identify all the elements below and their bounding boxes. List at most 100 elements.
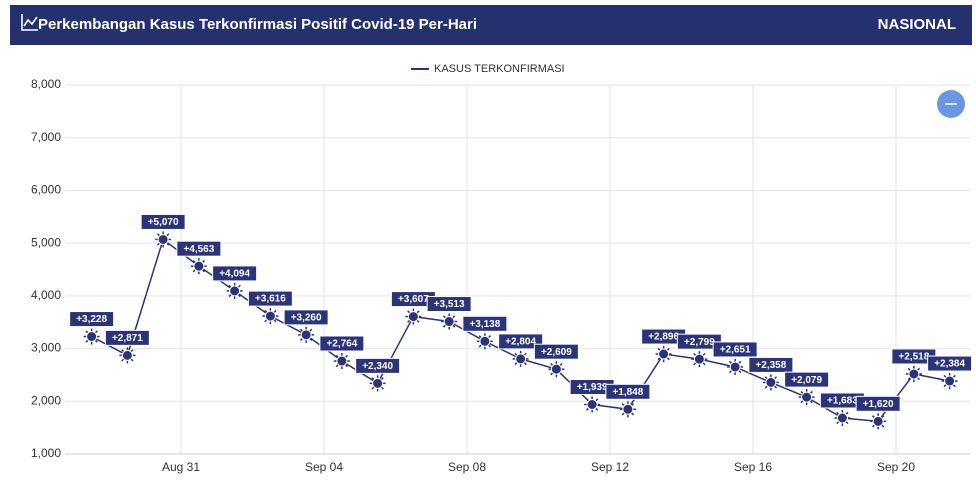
x-tick-label: Sep 16 [734,460,772,474]
marker-body [765,376,777,388]
virus-marker [512,350,529,367]
virus-marker [405,308,422,325]
value-label-bg [355,357,401,374]
virus-marker [119,347,136,364]
value-label-bg [283,309,329,326]
value-label: +3,228 [76,314,107,325]
value-label: +5,070 [148,217,179,228]
marker-body [872,415,884,427]
marker-body [86,331,98,343]
marker-body [479,335,491,347]
value-label-bg [855,395,901,412]
chart-icon [21,14,38,31]
value-label: +2,358 [755,360,786,371]
value-label: +2,079 [791,375,822,386]
value-label: +1,939 [577,382,608,393]
value-label: +2,799 [684,337,715,348]
marker-body [801,391,813,403]
y-tick-label: 4,000 [31,288,61,302]
marker-body [121,349,133,361]
y-tick-label: 7,000 [31,130,61,144]
header-title: Perkembangan Kasus Terkonfirmasi Positif… [38,16,477,33]
marker-body [407,311,419,323]
value-label: +3,138 [469,319,500,330]
value-label: +3,607 [398,294,429,305]
value-label: +2,804 [505,337,536,348]
y-tick-label: 5,000 [31,235,61,249]
value-label-bg [784,371,830,388]
virus-marker [548,361,565,378]
marker-body [586,399,598,411]
marker-body [944,375,956,387]
virus-marker [476,333,493,350]
virus-marker [441,313,458,330]
virus-marker [941,373,958,390]
virus-marker [190,258,207,275]
value-label: +2,340 [362,361,393,372]
value-label: +3,260 [291,313,322,324]
x-tick-label: Sep 20 [877,460,915,474]
value-label: +1,683 [827,396,858,407]
value-label-bg [426,296,472,313]
virus-marker [155,231,172,248]
value-label-bg [605,383,651,400]
value-label-bg [212,265,258,282]
y-tick-label: 3,000 [31,341,61,355]
virus-marker [298,326,315,343]
virus-marker [262,308,279,325]
virus-marker [762,374,779,391]
virus-marker [905,365,922,382]
value-label: +2,384 [934,359,965,370]
virus-marker [226,282,243,299]
virus-marker [619,401,636,418]
marker-body [229,285,241,297]
value-label: +3,616 [255,294,286,305]
header-region: NASIONAL [878,16,956,33]
marker-body [693,353,705,365]
value-label: +2,609 [541,347,572,358]
value-label-bg [140,213,186,230]
virus-marker [655,346,672,363]
legend-label: KASUS TERKONFIRMASI [434,63,565,75]
marker-body [550,363,562,375]
value-label-bg [69,311,115,328]
value-label: +2,871 [112,333,143,344]
marker-body [193,260,205,272]
value-label-bg [927,355,973,372]
y-tick-label: 6,000 [31,183,61,197]
virus-marker [834,409,851,426]
value-label: +2,651 [720,345,751,356]
value-label-bg [176,240,222,257]
virus-marker [798,389,815,406]
value-label-bg [533,343,579,360]
marker-body [264,310,276,322]
value-label: +3,513 [434,299,465,310]
marker-body [515,353,527,365]
value-label: +2,896 [648,332,679,343]
y-tick-label: 8,000 [31,77,61,91]
marker-body [836,412,848,424]
virus-marker [691,351,708,368]
marker-body [300,329,312,341]
value-label-bg [498,333,544,350]
virus-marker [333,353,350,370]
marker-body [729,361,741,373]
marker-body [908,368,920,380]
value-label: +2,764 [326,339,357,350]
zoom-button[interactable] [937,90,965,118]
value-label-bg [462,315,508,332]
value-label: +2,518 [898,352,929,363]
marker-body [443,316,455,328]
virus-marker [83,328,100,345]
virus-marker [727,358,744,375]
value-label: +4,563 [183,244,214,255]
value-label-bg [712,341,758,358]
value-label: +1,848 [612,387,643,398]
marker-body [658,348,670,360]
y-tick-label: 2,000 [31,393,61,407]
value-label-bg [104,329,150,346]
value-label-bg [748,356,794,373]
virus-marker [584,396,601,413]
header-bar [10,5,972,45]
